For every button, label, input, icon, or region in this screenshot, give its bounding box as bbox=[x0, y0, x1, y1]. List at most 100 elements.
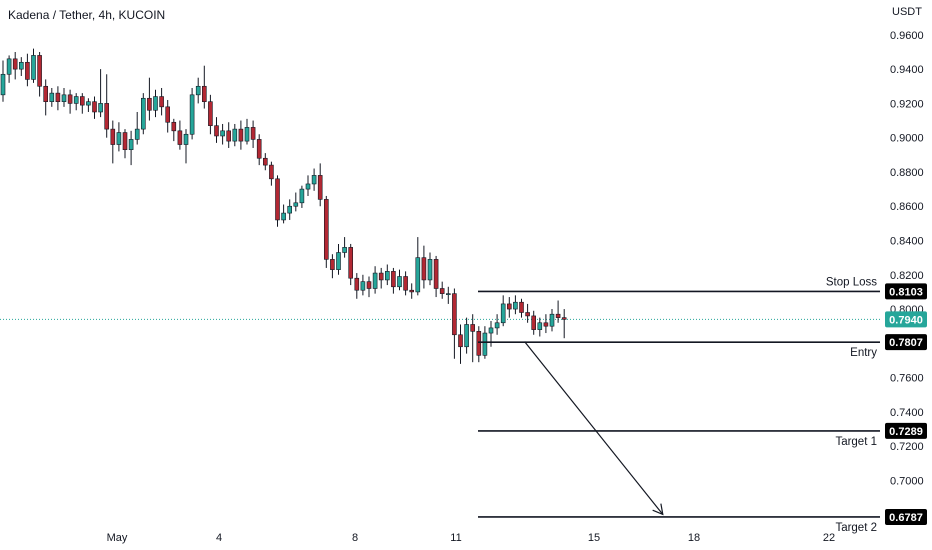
candle bbox=[494, 314, 500, 335]
price-unit-label: USDT bbox=[892, 6, 922, 18]
candle-body bbox=[421, 257, 427, 281]
target-2-price-tag bbox=[885, 508, 927, 525]
x-tick-label: 22 bbox=[823, 532, 835, 544]
candle bbox=[12, 51, 18, 80]
candle-body bbox=[214, 125, 219, 137]
candle bbox=[476, 326, 482, 363]
candle-body bbox=[525, 312, 530, 317]
candle bbox=[159, 87, 164, 116]
projection-arrow-line bbox=[524, 341, 664, 515]
current-price-tag bbox=[885, 311, 927, 328]
candle bbox=[232, 123, 238, 147]
candle bbox=[336, 243, 341, 275]
candle bbox=[189, 87, 195, 140]
candle bbox=[403, 271, 408, 296]
candle-body bbox=[12, 58, 18, 70]
candle-body bbox=[311, 175, 317, 185]
y-tick-label: 0.7600 bbox=[890, 373, 924, 385]
x-tick-label: 8 bbox=[352, 532, 358, 544]
candle bbox=[525, 303, 530, 323]
candle bbox=[238, 120, 244, 150]
y-tick-label: 0.8600 bbox=[890, 201, 924, 213]
candle bbox=[195, 77, 201, 104]
candle-body bbox=[104, 103, 109, 130]
candle-body bbox=[250, 127, 256, 140]
candle bbox=[269, 161, 274, 186]
time-axis[interactable]: May 4 8 11 15 18 22 bbox=[107, 532, 836, 544]
candle bbox=[43, 79, 49, 116]
candle bbox=[561, 309, 567, 339]
entry-price-tag bbox=[885, 334, 927, 351]
candle bbox=[250, 120, 256, 148]
candle bbox=[317, 163, 323, 207]
candle-body bbox=[372, 272, 378, 289]
candle-body bbox=[531, 315, 537, 330]
entry-price-value: 0.7807 bbox=[889, 337, 923, 349]
candle bbox=[275, 175, 280, 227]
stop-loss-price-value: 0.8103 bbox=[889, 286, 923, 298]
candle-body bbox=[549, 313, 555, 327]
x-tick-label: 18 bbox=[688, 532, 700, 544]
candle-body bbox=[305, 183, 311, 190]
price-axis[interactable]: 0.9600 0.9400 0.9200 0.9000 0.8800 0.8600 0.84… bbox=[890, 30, 924, 488]
candle-body bbox=[220, 130, 225, 137]
candle-body bbox=[287, 205, 293, 214]
candle bbox=[18, 57, 24, 76]
candle-body bbox=[208, 101, 213, 126]
candle-body bbox=[195, 85, 201, 96]
candle-body bbox=[354, 277, 360, 291]
candle bbox=[55, 86, 61, 111]
candle-body bbox=[73, 96, 79, 104]
candle-body bbox=[189, 94, 195, 135]
candle-body bbox=[323, 199, 329, 260]
candle bbox=[293, 192, 299, 212]
candle-body bbox=[153, 96, 158, 111]
candle-body bbox=[464, 324, 469, 348]
levels-layer: Stop Loss Entry Target 1 Target 2 bbox=[478, 276, 880, 534]
x-tick-label: 4 bbox=[216, 532, 222, 544]
candle-body bbox=[238, 128, 244, 142]
candle-body bbox=[128, 139, 134, 150]
candle-body bbox=[110, 128, 116, 145]
candle bbox=[439, 281, 445, 299]
candle bbox=[555, 300, 561, 323]
candle-body bbox=[317, 175, 323, 200]
candle-body bbox=[256, 139, 262, 159]
x-tick-label: May bbox=[107, 532, 128, 544]
target-1-price-value: 0.7289 bbox=[889, 426, 923, 438]
candle bbox=[171, 118, 177, 142]
current-price-value: 0.7940 bbox=[889, 314, 923, 326]
candle bbox=[470, 314, 476, 363]
candle-body bbox=[37, 55, 42, 87]
candle-body bbox=[458, 334, 463, 348]
y-tick-label: 0.9400 bbox=[890, 64, 924, 76]
candle bbox=[445, 286, 451, 304]
candle bbox=[409, 283, 415, 299]
candle bbox=[116, 122, 122, 152]
projection-arrow-head bbox=[652, 503, 664, 516]
candle bbox=[311, 168, 317, 191]
candle-body bbox=[183, 133, 189, 145]
candle bbox=[537, 317, 543, 337]
y-tick-label: 0.9600 bbox=[890, 30, 924, 42]
candle bbox=[323, 195, 329, 268]
candle-body bbox=[409, 289, 415, 293]
candle-body bbox=[476, 331, 482, 356]
candle bbox=[6, 55, 12, 83]
candle bbox=[421, 245, 427, 289]
candle-body bbox=[452, 293, 457, 336]
candle-body bbox=[391, 271, 396, 288]
price-tags-layer: 0.8103 0.7807 0.7289 0.6787 0.7940 bbox=[885, 283, 927, 525]
candle-body bbox=[555, 313, 561, 318]
candle bbox=[244, 118, 250, 145]
candle-body bbox=[439, 288, 445, 294]
candle-body bbox=[134, 128, 140, 140]
candle bbox=[37, 51, 42, 97]
candle bbox=[531, 310, 537, 335]
candle-body bbox=[488, 327, 494, 334]
candle-body bbox=[49, 92, 55, 102]
candle bbox=[226, 122, 231, 148]
candle bbox=[391, 267, 396, 294]
